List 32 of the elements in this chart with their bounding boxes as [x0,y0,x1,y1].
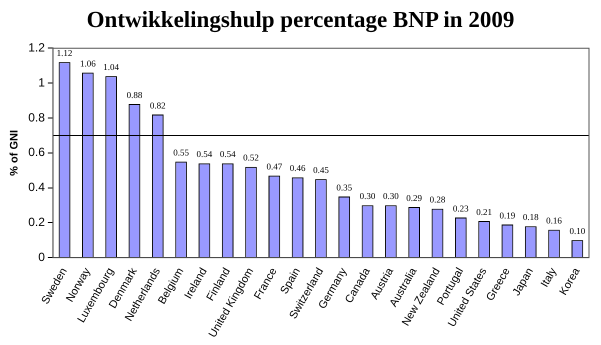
y-tick-label: 0.2 [28,215,46,230]
data-label: 0.52 [243,152,259,163]
y-tick-label: 0 [38,250,46,264]
data-label: 0.47 [266,161,283,172]
data-label: 0.46 [290,163,306,174]
data-label: 1.04 [103,62,120,72]
data-label: 0.54 [220,149,236,160]
data-label: 0.18 [522,212,540,222]
data-label: 1.12 [56,48,72,58]
y-tick-label: 0.4 [28,180,46,194]
y-axis-title: % of GNI [8,130,21,176]
data-label: 0.19 [500,210,516,220]
y-tick-label: 0.8 [28,110,46,124]
data-label: 1.06 [80,58,96,68]
data-label: 0.54 [196,149,213,160]
data-label: 0.55 [173,147,190,158]
data-label: 0.35 [336,182,353,192]
data-label: 0.88 [126,90,143,100]
data-label: 0.21 [476,206,492,217]
data-label: 0.29 [406,192,423,203]
data-label: 0.45 [313,164,330,175]
y-tick-label: 1.2 [28,40,46,55]
data-label: 0.30 [360,191,376,202]
data-label: 0.28 [430,194,446,205]
y-tick-label: 1 [38,75,46,90]
data-label: 0.30 [382,191,400,202]
data-label: 0.23 [452,203,470,214]
chart-title: Ontwikkelingshulp percentage BNP in 2009 [86,6,516,34]
data-label: 0.10 [569,226,586,236]
data-label: 0.82 [150,100,166,110]
data-label: 0.16 [546,216,562,226]
y-tick-label: 0.6 [28,145,46,160]
